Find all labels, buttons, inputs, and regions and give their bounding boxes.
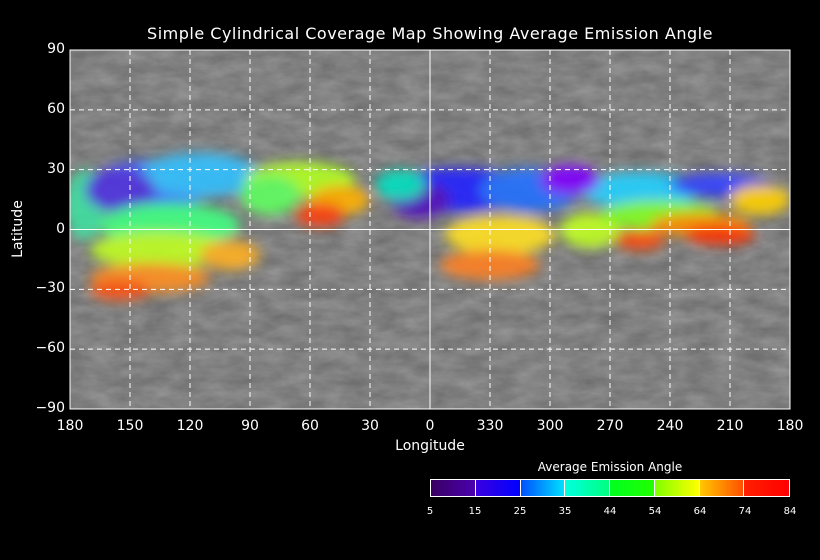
colorbar-tick-label: 25 — [513, 506, 527, 517]
colorbar-segment — [520, 480, 566, 496]
x-tick-label: 270 — [596, 418, 624, 434]
colorbar-segment — [744, 480, 789, 496]
x-tick-label: 240 — [656, 418, 684, 434]
coverage-region — [445, 215, 555, 255]
x-tick-label: 150 — [116, 418, 144, 434]
x-tick-label: 300 — [536, 418, 564, 434]
colorbar-tick-label: 35 — [558, 506, 572, 517]
colorbar-tick-label: 44 — [603, 506, 617, 517]
coverage-region — [295, 203, 345, 227]
colorbar-title: Average Emission Angle — [537, 460, 683, 474]
colorbar-tick-label: 15 — [468, 506, 482, 517]
x-tick-label: 330 — [476, 418, 504, 434]
colorbar-segment — [565, 480, 610, 496]
coverage-region — [540, 165, 600, 195]
coverage-region — [375, 170, 425, 200]
x-tick-label: 60 — [301, 418, 319, 434]
colorbar-segment — [475, 480, 521, 496]
y-tick-label: 90 — [47, 41, 65, 57]
coverage-region — [240, 175, 300, 215]
y-tick-label: −90 — [35, 400, 65, 416]
colorbar-tick-label: 84 — [783, 506, 797, 517]
x-tick-label: 180 — [56, 418, 84, 434]
colorbar-tick-label: 64 — [693, 506, 707, 517]
x-tick-label: 210 — [716, 418, 744, 434]
colorbar-segment — [654, 480, 700, 496]
colorbar-tick-label: 5 — [426, 506, 434, 517]
y-tick-label: 60 — [47, 100, 65, 117]
x-tick-label: 30 — [361, 418, 379, 434]
x-tick-label: 0 — [425, 418, 435, 434]
chart-title: Simple Cylindrical Coverage Map Showing … — [147, 24, 713, 43]
coverage-region — [140, 153, 260, 197]
y-tick-label: 30 — [47, 160, 65, 177]
colorbar — [430, 479, 790, 497]
y-tick-label: −60 — [35, 340, 65, 357]
y-tick-label: 0 — [56, 220, 65, 237]
colorbar-tick-label: 54 — [648, 506, 662, 517]
coverage-region — [90, 280, 150, 300]
x-axis-label: Longitude — [395, 438, 465, 454]
colorbar-segment — [699, 480, 745, 496]
colorbar-segment — [610, 480, 655, 496]
colorbar-tick-label: 74 — [738, 506, 752, 517]
coverage-region — [200, 240, 260, 270]
coverage-region — [730, 185, 790, 215]
coverage-region — [615, 230, 665, 250]
x-tick-label: 180 — [776, 418, 804, 434]
x-tick-label: 120 — [176, 418, 204, 434]
y-axis-label: Latitude — [10, 200, 26, 258]
coverage-region — [440, 250, 540, 280]
coverage-region — [90, 232, 230, 268]
coverage-region — [685, 225, 755, 245]
coverage-region — [85, 168, 155, 212]
x-tick-label: 90 — [241, 418, 259, 434]
colorbar-segment — [431, 480, 476, 496]
plot-frame — [69, 49, 791, 410]
y-tick-label: −30 — [35, 280, 65, 297]
